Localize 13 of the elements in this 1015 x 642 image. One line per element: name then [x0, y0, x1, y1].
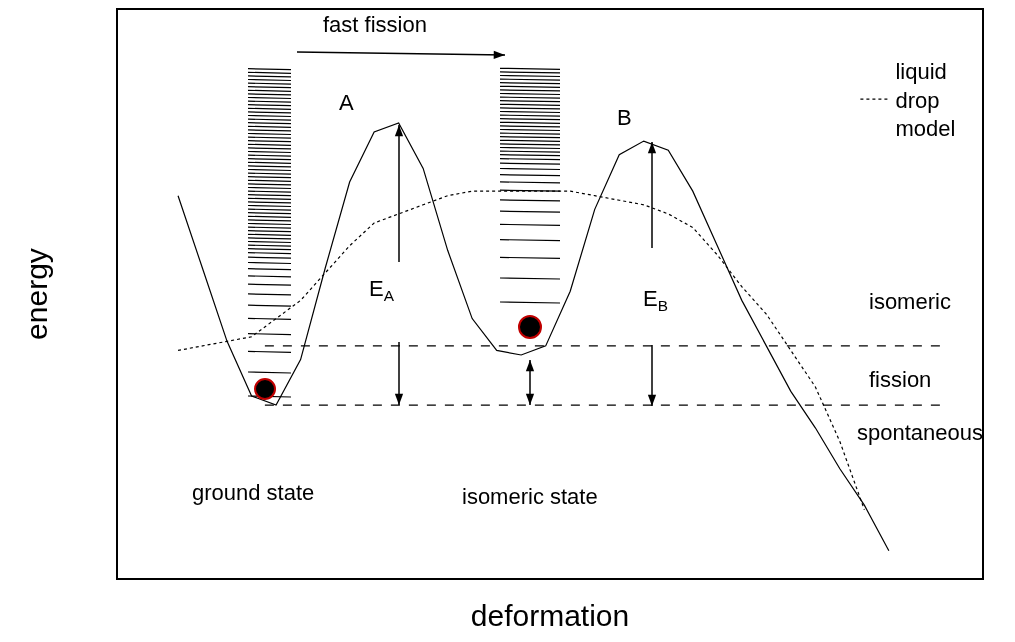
legend-label: liquid drop model — [895, 59, 956, 142]
annotation: isomeric — [869, 289, 951, 314]
annotation: B — [617, 105, 632, 130]
annotation: fission — [869, 367, 932, 392]
annotation: E$_{B}$ — [643, 286, 668, 314]
annotation: ground state — [192, 480, 315, 505]
annotation: E$_{A}$ — [369, 276, 395, 304]
x-axis-title: deformation — [470, 599, 630, 633]
text: fast fission — [323, 12, 427, 37]
annotation: spontaneous — [857, 420, 983, 445]
annotation: isomeric state — [462, 484, 598, 509]
text: A — [339, 90, 354, 115]
y-axis-title: energy — [19, 248, 53, 340]
